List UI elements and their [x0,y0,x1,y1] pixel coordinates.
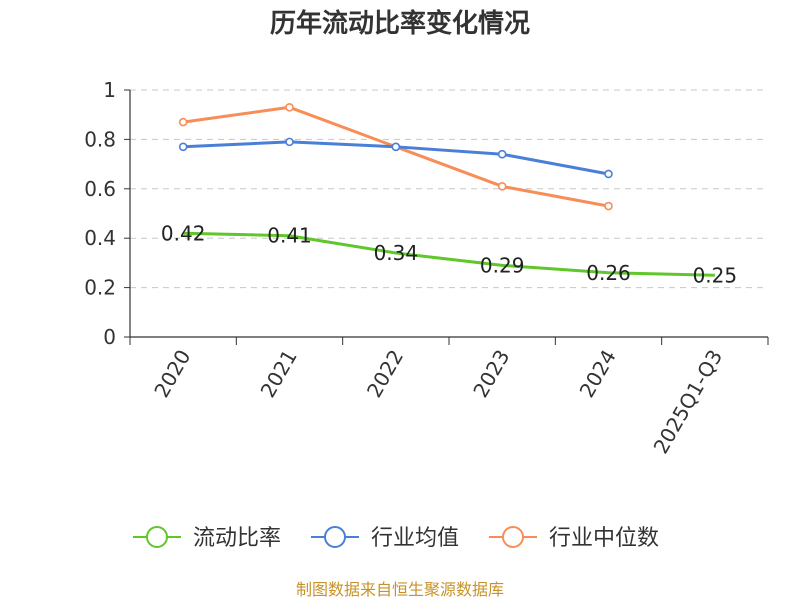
data-point [604,201,613,211]
legend-label: 流动比率 [193,526,281,551]
data-point [285,102,294,112]
x-tick-label: 2020 [149,346,195,402]
legend-marker [146,526,168,548]
legend-item[interactable]: 行业均值 [311,526,459,551]
data-labels: 0.42 0.41 0.34 0.29 0.26 0.25 [161,221,737,287]
data-point [497,182,507,191]
y-tick-label: 0.4 [84,226,116,250]
x-tick-label: 2022 [362,346,408,402]
legend-marker [324,526,346,548]
data-point [285,137,294,147]
x-axis-ticks: 2020 2021 2022 2023 2024 2025Q1-Q3 [129,337,769,458]
data-label: 0.26 [586,261,631,285]
y-tick-label: 0.8 [84,127,116,151]
y-tick-label: 0.2 [84,276,116,300]
data-label: 0.29 [480,253,525,277]
legend-marker [502,526,524,548]
data-label: 0.34 [374,241,419,265]
x-tick-label: 2025Q1-Q3 [648,346,727,458]
series-group [178,102,715,277]
series-line [182,105,609,208]
data-label: 0.25 [693,263,738,287]
x-tick-label: 2021 [256,346,302,402]
chart-title: 历年流动比率变化情况 [270,8,530,39]
legend[interactable]: 流动比率 行业均值 行业中位数 [133,526,659,551]
x-tick-label: 2024 [575,346,621,402]
data-label: 0.41 [267,224,312,248]
data-point [391,142,401,152]
y-axis-ticks: 0 0.2 0.4 0.6 0.8 1 [84,78,130,349]
data-point [604,169,613,179]
legend-item[interactable]: 流动比率 [133,526,281,551]
data-label: 0.42 [161,221,206,245]
y-tick-label: 0.6 [84,177,116,201]
legend-label: 行业中位数 [549,526,659,551]
legend-item[interactable]: 行业中位数 [489,526,659,551]
data-point [497,149,507,159]
data-point [178,142,188,152]
gridlines [130,89,768,289]
axes [129,90,768,338]
legend-label: 行业均值 [371,526,459,551]
series-line [183,231,715,277]
data-point [178,117,188,127]
source-note: 制图数据来自恒生聚源数据库 [296,580,504,599]
y-tick-label: 0 [103,325,116,349]
x-tick-label: 2023 [468,345,514,401]
y-tick-label: 1 [103,78,116,102]
